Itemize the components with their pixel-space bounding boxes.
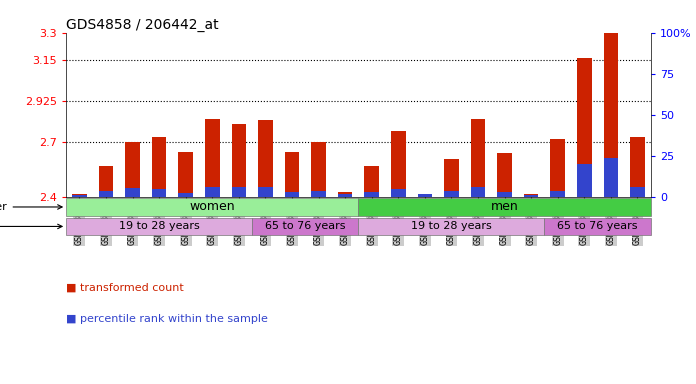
- Bar: [205, 187, 219, 197]
- Bar: [338, 192, 352, 197]
- Bar: [311, 192, 326, 197]
- Text: ■ transformed count: ■ transformed count: [66, 283, 184, 293]
- Text: age: age: [0, 222, 62, 232]
- Text: ■ percentile rank within the sample: ■ percentile rank within the sample: [66, 314, 268, 324]
- Bar: [497, 153, 512, 197]
- Bar: [524, 195, 539, 197]
- Bar: [544, 218, 651, 235]
- Text: 19 to 28 years: 19 to 28 years: [119, 222, 200, 232]
- Bar: [178, 193, 193, 197]
- Text: 19 to 28 years: 19 to 28 years: [411, 222, 492, 232]
- Bar: [444, 192, 459, 197]
- Bar: [391, 131, 406, 197]
- Bar: [178, 152, 193, 197]
- Bar: [577, 164, 592, 197]
- Bar: [630, 137, 644, 197]
- Bar: [577, 58, 592, 197]
- Bar: [470, 187, 485, 197]
- Text: men: men: [491, 200, 519, 214]
- Text: 65 to 76 years: 65 to 76 years: [557, 222, 638, 232]
- Bar: [551, 139, 565, 197]
- Bar: [99, 192, 113, 197]
- Bar: [285, 152, 299, 197]
- Bar: [603, 33, 618, 197]
- Bar: [252, 218, 358, 235]
- Text: GDS4858 / 206442_at: GDS4858 / 206442_at: [66, 18, 219, 31]
- Bar: [497, 192, 512, 197]
- Bar: [418, 194, 432, 197]
- Bar: [365, 192, 379, 197]
- Bar: [72, 194, 87, 197]
- Bar: [125, 188, 140, 197]
- Text: 65 to 76 years: 65 to 76 years: [265, 222, 345, 232]
- Bar: [152, 137, 166, 197]
- Text: gender: gender: [0, 202, 62, 212]
- Bar: [205, 119, 219, 197]
- Bar: [603, 158, 618, 197]
- Bar: [391, 189, 406, 197]
- Bar: [358, 218, 544, 235]
- Bar: [258, 121, 273, 197]
- Bar: [72, 195, 87, 197]
- Bar: [630, 187, 644, 197]
- Bar: [66, 218, 252, 235]
- Bar: [99, 166, 113, 197]
- Bar: [152, 189, 166, 197]
- Bar: [524, 194, 539, 197]
- Bar: [232, 187, 246, 197]
- Text: women: women: [189, 200, 235, 214]
- Bar: [232, 124, 246, 197]
- Bar: [338, 194, 352, 197]
- Bar: [470, 119, 485, 197]
- Bar: [358, 198, 651, 216]
- Bar: [444, 159, 459, 197]
- Bar: [285, 192, 299, 197]
- Bar: [66, 198, 358, 216]
- Bar: [551, 191, 565, 197]
- Bar: [365, 166, 379, 197]
- Bar: [125, 142, 140, 197]
- Bar: [258, 187, 273, 197]
- Bar: [311, 142, 326, 197]
- Bar: [418, 194, 432, 197]
